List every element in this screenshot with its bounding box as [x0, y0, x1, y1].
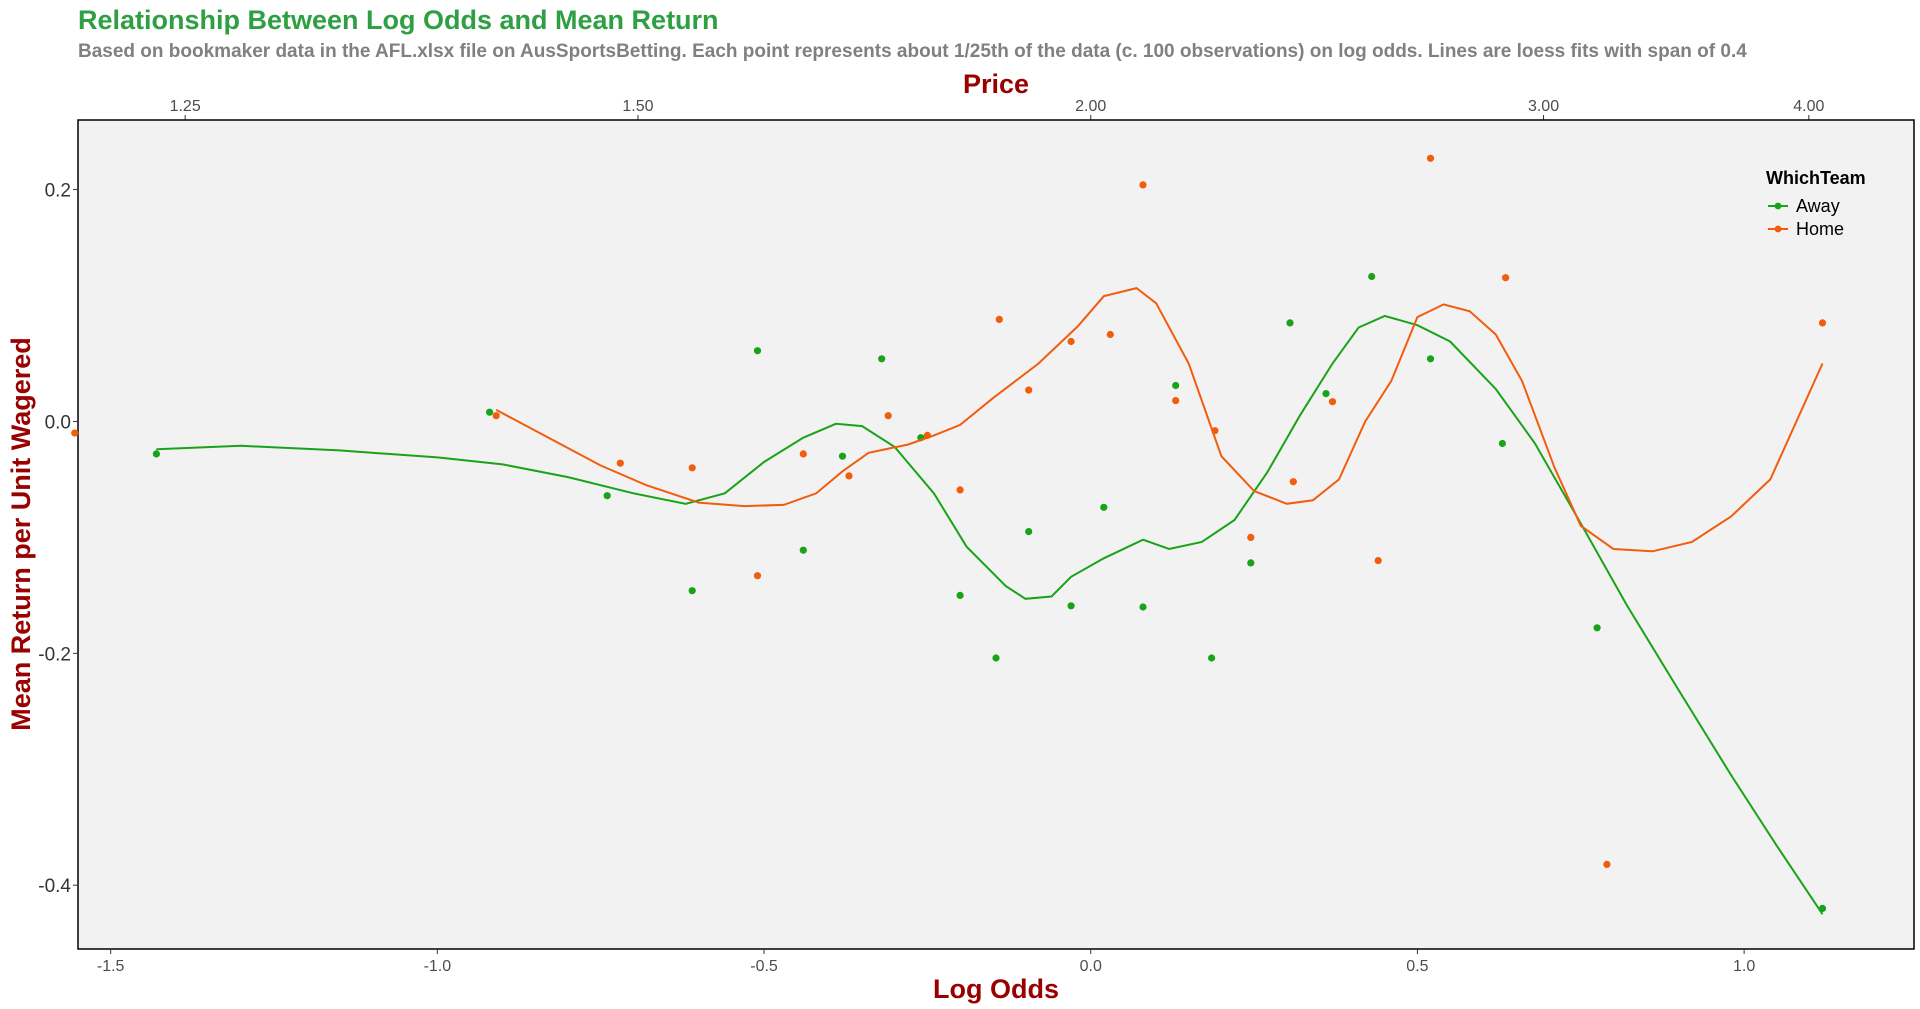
x-tick-label: -0.5	[750, 958, 778, 975]
home-data-point	[1603, 860, 1611, 869]
series-away	[152, 272, 1827, 915]
away-data-point	[152, 450, 160, 458]
away-data-point	[1498, 439, 1506, 448]
x-tick-label: -1.0	[424, 958, 452, 975]
away-data-point	[688, 587, 696, 595]
home-data-point	[1502, 274, 1510, 282]
y-tick-label: 0.0	[45, 412, 71, 433]
home-data-point	[753, 572, 762, 580]
home-data-point	[1025, 386, 1033, 394]
away-data-point	[992, 654, 1000, 662]
home-data-point	[995, 315, 1003, 323]
series-home	[71, 154, 1827, 869]
away-data-point	[1172, 381, 1180, 390]
home-data-point	[1139, 181, 1147, 189]
plot-panel	[77, 119, 1915, 950]
home-data-point	[1211, 427, 1219, 435]
x-tick-label: 1.0	[1733, 958, 1755, 975]
away-data-point	[1286, 319, 1294, 327]
home-data-point	[616, 459, 624, 467]
away-data-point	[1322, 390, 1330, 398]
away-data-point	[1067, 602, 1075, 610]
home-data-point	[492, 412, 500, 420]
y-axis-ticks: 0.2 0.0 -0.2 -0.4	[38, 181, 78, 897]
top-axis-ticks: 1.25 1.50 2.00 3.00 4.00	[170, 98, 1824, 120]
y-axis-title: Mean Return per Unit Wagered	[6, 337, 36, 731]
legend-label: Home	[1796, 219, 1844, 239]
home-data-point	[1067, 337, 1075, 346]
away-data-point	[1426, 355, 1435, 363]
home-data-point	[956, 486, 964, 494]
away-data-point	[1025, 528, 1033, 536]
home-data-point	[845, 472, 853, 480]
top-tick-label: 3.00	[1528, 98, 1559, 115]
away-data-point	[1818, 904, 1827, 913]
top-tick-label: 1.25	[170, 98, 201, 115]
x-tick-label: 0.0	[1080, 958, 1102, 975]
legend-title: WhichTeam	[1766, 168, 1866, 188]
legend-key-point	[1774, 202, 1782, 210]
away-data-point	[878, 355, 886, 363]
legend: WhichTeam Away Home	[1766, 168, 1866, 239]
home-data-point	[1374, 557, 1382, 565]
home-data-point	[1289, 478, 1297, 486]
home-data-point	[799, 450, 807, 458]
top-tick-label: 2.00	[1075, 98, 1106, 115]
legend-key-point	[1774, 225, 1782, 233]
top-tick-label: 1.50	[622, 98, 653, 115]
x-axis-title: Log Odds	[933, 974, 1059, 1004]
home-data-point	[1426, 154, 1435, 162]
home-loess-line	[495, 287, 1824, 553]
x-tick-label: 0.5	[1406, 958, 1428, 975]
home-data-point	[1172, 397, 1180, 405]
home-data-point	[884, 412, 892, 420]
away-data-point	[753, 347, 762, 355]
home-data-point	[688, 464, 696, 472]
away-data-point	[1368, 272, 1376, 281]
top-tick-label: 4.00	[1793, 98, 1824, 115]
away-data-point	[486, 408, 494, 416]
home-data-point	[1328, 398, 1337, 406]
away-loess-line	[156, 314, 1824, 915]
away-data-point	[603, 492, 611, 500]
x-axis-ticks: -1.5 -1.0 -0.5 0.0 0.5 1.0	[97, 949, 1755, 975]
y-tick-label: -0.2	[38, 644, 71, 665]
away-data-point	[1247, 559, 1255, 567]
home-data-point	[1106, 330, 1114, 339]
away-data-point	[1100, 503, 1108, 511]
away-data-point	[1139, 603, 1147, 611]
away-data-point	[956, 591, 964, 600]
top-axis-title: Price	[963, 69, 1029, 99]
series-layer	[71, 154, 1827, 915]
y-tick-label: -0.4	[38, 876, 71, 897]
home-data-point	[71, 429, 79, 437]
chart-title: Relationship Between Log Odds and Mean R…	[78, 5, 719, 35]
x-tick-label: -1.5	[97, 958, 125, 975]
legend-item-away: Away	[1768, 196, 1840, 216]
chart-subtitle: Based on bookmaker data in the AFL.xlsx …	[78, 41, 1747, 62]
away-data-point	[1208, 654, 1216, 662]
legend-label: Away	[1796, 196, 1840, 216]
home-data-point	[1818, 319, 1827, 327]
away-data-point	[1593, 624, 1601, 632]
home-data-point	[1247, 533, 1255, 542]
away-data-point	[838, 452, 847, 460]
legend-item-home: Home	[1768, 219, 1844, 239]
y-tick-label: 0.2	[45, 181, 71, 202]
away-data-point	[799, 546, 807, 554]
home-data-point	[923, 431, 932, 439]
